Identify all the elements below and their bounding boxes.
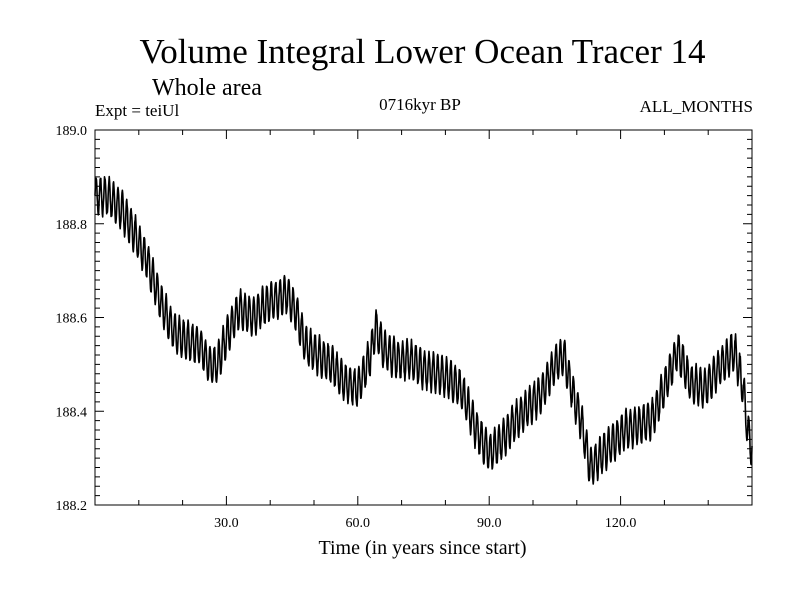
series-line	[94, 175, 753, 485]
y-tick-label: 188.2	[56, 499, 88, 514]
x-axis-label: Time (in years since start)	[318, 537, 527, 559]
period-label: 0716kyr BP	[379, 95, 461, 114]
y-tick-label: 189.0	[56, 124, 88, 139]
x-tick-label: 120.0	[605, 516, 637, 531]
months-label: ALL_MONTHS	[639, 97, 753, 116]
chart-title: Volume Integral Lower Ocean Tracer 14	[139, 32, 706, 71]
y-tick-label: 188.6	[56, 312, 88, 327]
y-tick-label: 188.4	[56, 405, 88, 420]
x-tick-label: 60.0	[346, 516, 371, 531]
plot-frame	[94, 129, 753, 506]
experiment-label: Expt = teiUl	[95, 101, 180, 120]
x-tick-label: 90.0	[477, 516, 502, 531]
x-tick-label: 30.0	[214, 516, 239, 531]
y-tick-label: 188.8	[56, 218, 88, 233]
chart-subtitle: Whole area	[152, 75, 262, 101]
